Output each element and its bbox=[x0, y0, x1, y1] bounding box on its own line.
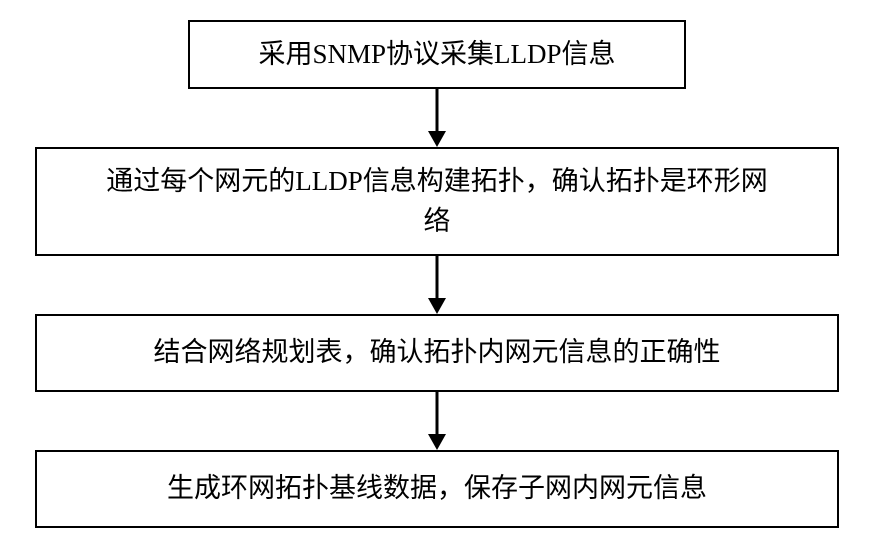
flow-node-3: 结合网络规划表，确认拓扑内网元信息的正确性 bbox=[35, 314, 839, 392]
flow-node-2-text-line2: 络 bbox=[424, 201, 451, 242]
flowchart-canvas: 采用SNMP协议采集LLDP信息 通过每个网元的LLDP信息构建拓扑，确认拓扑是… bbox=[0, 0, 874, 549]
flow-arrow-1 bbox=[30, 89, 844, 147]
flow-node-3-text: 结合网络规划表，确认拓扑内网元信息的正确性 bbox=[154, 332, 721, 373]
flow-node-4-text: 生成环网拓扑基线数据，保存子网内网元信息 bbox=[167, 468, 707, 509]
flow-node-2-text-line1: 通过每个网元的LLDP信息构建拓扑，确认拓扑是环形网 bbox=[106, 161, 768, 202]
arrow-down-icon bbox=[425, 392, 449, 450]
flow-node-4: 生成环网拓扑基线数据，保存子网内网元信息 bbox=[35, 450, 839, 528]
arrow-down-icon bbox=[425, 256, 449, 314]
arrow-down-icon bbox=[425, 89, 449, 147]
flow-node-1: 采用SNMP协议采集LLDP信息 bbox=[188, 20, 686, 89]
flow-arrow-3 bbox=[30, 392, 844, 450]
flow-node-2: 通过每个网元的LLDP信息构建拓扑，确认拓扑是环形网 络 bbox=[35, 147, 839, 256]
flow-arrow-2 bbox=[30, 256, 844, 314]
flow-node-1-text: 采用SNMP协议采集LLDP信息 bbox=[258, 34, 615, 75]
